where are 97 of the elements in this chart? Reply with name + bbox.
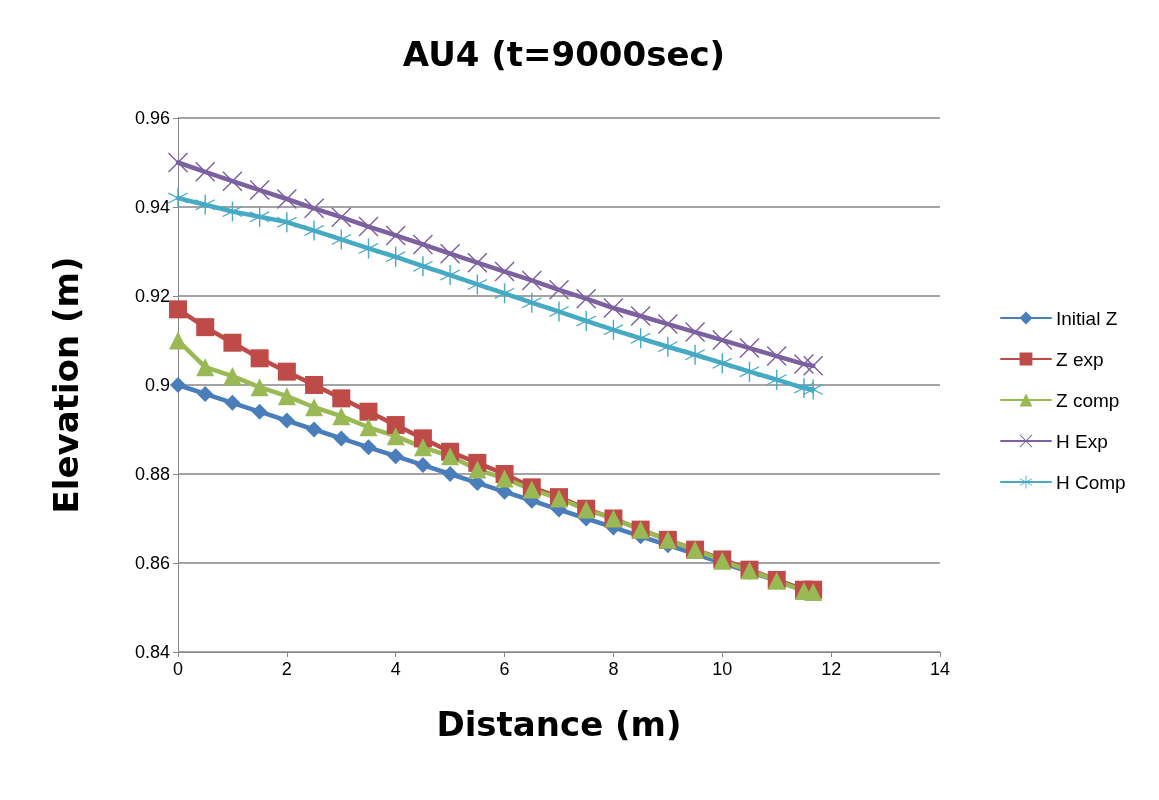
point: [250, 378, 269, 397]
x-tick-label: 10: [712, 659, 733, 679]
point: [576, 288, 597, 309]
point: [250, 349, 269, 368]
point: [278, 412, 295, 429]
point: [766, 346, 787, 367]
point: [249, 180, 270, 201]
point: [441, 447, 460, 466]
x-tick-label: 12: [821, 659, 842, 679]
point: [467, 252, 488, 273]
point: [222, 171, 243, 192]
point: [803, 355, 824, 376]
y-axis-title: Elevation (m): [46, 256, 86, 514]
point: [196, 358, 215, 377]
point: [467, 274, 488, 295]
y-tick-label: 0.84: [134, 642, 170, 662]
point: [657, 336, 678, 357]
point: [657, 314, 678, 335]
point: [793, 354, 814, 375]
point: [170, 377, 186, 393]
point: [331, 229, 352, 250]
point: [685, 344, 706, 365]
y-tick-label: 0.92: [134, 286, 170, 306]
point: [414, 457, 431, 474]
point: [306, 421, 323, 438]
chart-title: AU4 (t=9000sec): [402, 34, 726, 74]
point: [304, 198, 325, 219]
point: [333, 430, 350, 447]
point: [576, 310, 597, 331]
point: [277, 387, 296, 406]
point: [495, 469, 514, 488]
point: [385, 225, 406, 246]
point: [386, 416, 405, 435]
point: [332, 407, 351, 426]
point: [223, 333, 242, 352]
x-tick-label: 0: [172, 659, 184, 679]
y-tick-label: 0.94: [134, 197, 170, 217]
point: [169, 331, 187, 350]
point: [630, 306, 651, 327]
point: [549, 279, 569, 300]
x-tick-label: 2: [281, 659, 292, 679]
point: [387, 448, 404, 465]
x-axis-title: Distance (m): [436, 704, 682, 744]
point: [412, 256, 433, 277]
point: [197, 385, 214, 402]
point: [277, 362, 296, 381]
point: [603, 298, 624, 319]
point: [359, 418, 378, 437]
point: [494, 261, 515, 282]
point: [251, 403, 268, 420]
x-tick-label: 4: [390, 659, 401, 679]
point: [442, 466, 459, 482]
point: [712, 353, 733, 374]
point: [305, 376, 324, 394]
point: [521, 292, 542, 313]
point: [195, 161, 216, 182]
point: [412, 234, 433, 255]
point: [305, 398, 324, 417]
point: [276, 188, 297, 209]
point: [168, 152, 188, 173]
x-tick-label: 8: [608, 659, 619, 679]
point: [739, 338, 760, 359]
point: [440, 265, 461, 286]
point: [549, 301, 569, 322]
point: [468, 460, 487, 479]
point: [521, 270, 542, 291]
point: [332, 389, 351, 408]
point: [222, 201, 243, 222]
legend-label: Z comp: [1056, 389, 1120, 411]
y-tick-label: 0.88: [134, 464, 170, 484]
point: [359, 402, 378, 421]
point: [360, 439, 377, 456]
y-tick-label: 0.9: [144, 375, 170, 395]
point: [195, 194, 216, 215]
point: [803, 379, 824, 400]
point: [304, 220, 325, 241]
legend-label: H Comp: [1056, 471, 1126, 493]
y-tick-label: 0.96: [134, 108, 170, 128]
y-tick-label: 0.86: [134, 553, 170, 573]
point: [331, 207, 352, 228]
legend-label: Initial Z: [1056, 307, 1118, 329]
point: [440, 243, 461, 264]
point: [169, 300, 187, 319]
point: [413, 438, 432, 457]
legend-label: H Exp: [1056, 430, 1108, 452]
legend-label: Z exp: [1056, 348, 1104, 370]
point: [386, 427, 405, 446]
point: [685, 322, 706, 343]
point: [224, 394, 241, 411]
point: [358, 216, 379, 237]
point: [196, 318, 215, 337]
point: [168, 188, 188, 209]
x-tick-label: 6: [499, 659, 510, 679]
point: [712, 330, 733, 351]
point: [276, 212, 297, 233]
x-tick-label: 14: [929, 659, 951, 679]
point: [223, 367, 242, 386]
